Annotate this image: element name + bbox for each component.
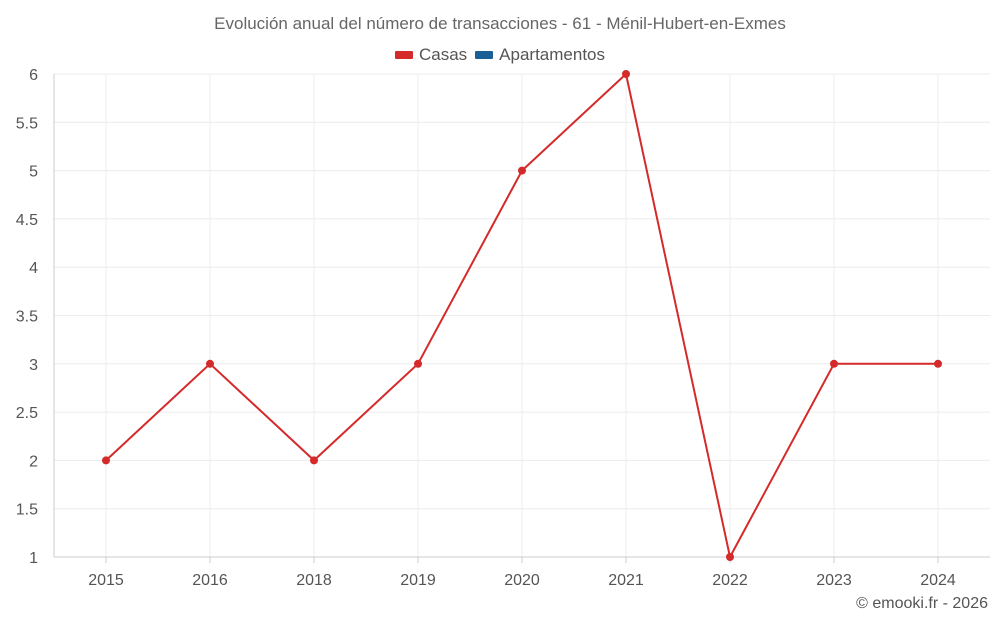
data-point-casas: [310, 456, 318, 465]
legend-swatch-casas: [394, 51, 413, 59]
x-tick-label: 2022: [712, 572, 748, 589]
data-point-casas: [830, 359, 838, 368]
data-point-casas: [934, 359, 942, 368]
data-point-casas: [518, 166, 526, 175]
x-tick-label: 2024: [920, 572, 956, 589]
tick-labels: 1 1.5 2 2.5 3 3.5 4 4.5 5 5.5 6 2015 2016 2018 2019 202…: [16, 67, 956, 589]
y-tick-label: 4: [29, 260, 38, 277]
y-tick-label: 1: [29, 550, 38, 567]
y-tick-label: 4.5: [16, 212, 38, 229]
legend-label-casas: Casas: [418, 45, 468, 64]
y-tick-label: 2: [29, 453, 38, 470]
y-tick-label: 1.5: [16, 502, 38, 519]
chart-title: Evolución anual del número de transaccio…: [214, 14, 786, 33]
x-tick-label: 2019: [400, 572, 436, 589]
x-tick-label: 2016: [192, 572, 228, 589]
data-point-casas: [102, 456, 110, 465]
y-tick-label: 3.5: [16, 309, 38, 326]
axes: [53, 74, 990, 563]
legend-item-apartamentos[interactable]: Apartamentos: [475, 45, 605, 65]
y-tick-label: 5.5: [16, 115, 38, 132]
legend-item-casas[interactable]: Casas: [394, 45, 468, 65]
legend: Casas Apartamentos: [0, 45, 1000, 65]
grid: [54, 73, 990, 558]
x-tick-label: 2015: [88, 572, 124, 589]
x-tick-label: 2020: [504, 572, 540, 589]
legend-swatch-apartamentos: [475, 51, 494, 59]
data-point-casas: [622, 70, 630, 78]
legend-label-apartamentos: Apartamentos: [499, 45, 606, 64]
data-point-casas: [206, 359, 214, 368]
data-point-casas: [414, 359, 422, 368]
data-point-casas: [726, 553, 734, 561]
x-tick-label: 2021: [608, 572, 644, 589]
y-tick-label: 5: [29, 164, 38, 181]
credit: © emooki.fr - 2026: [856, 595, 988, 612]
y-tick-label: 2.5: [16, 405, 38, 422]
x-tick-label: 2018: [296, 572, 332, 589]
y-tick-label: 3: [29, 357, 38, 374]
series-layer: [102, 70, 942, 561]
y-tick-label: 6: [29, 67, 38, 84]
x-tick-label: 2023: [816, 572, 852, 589]
